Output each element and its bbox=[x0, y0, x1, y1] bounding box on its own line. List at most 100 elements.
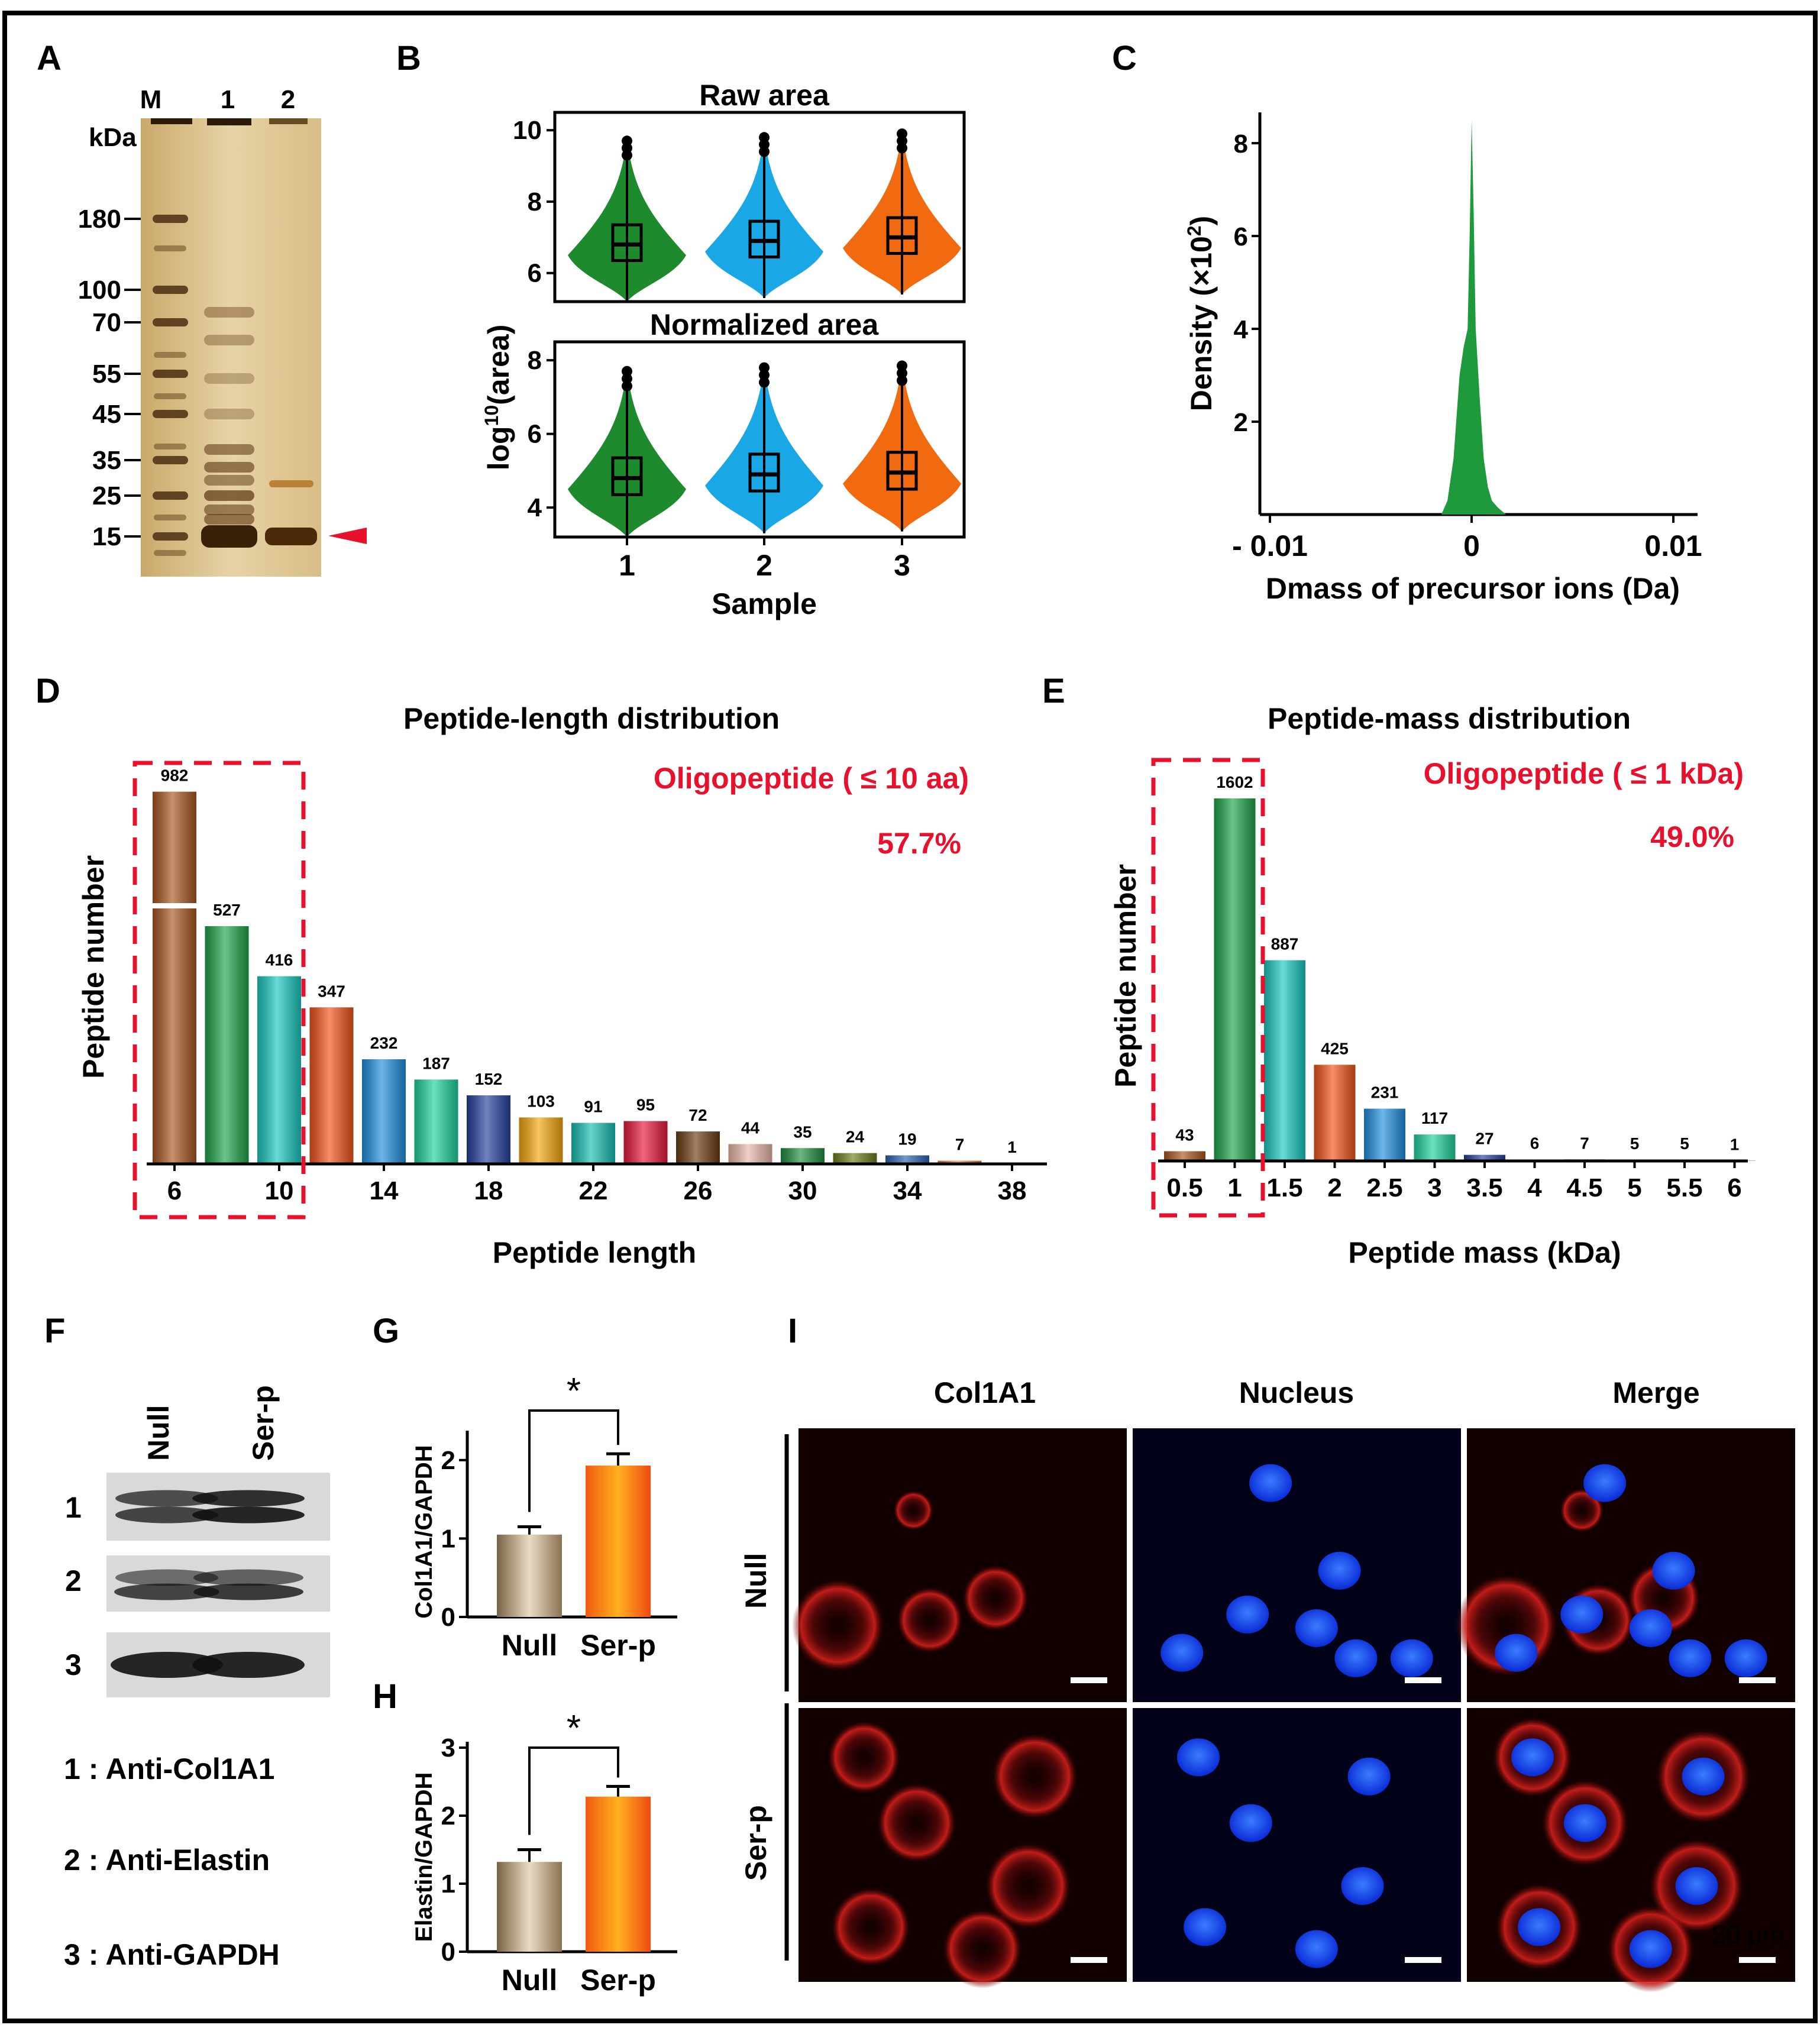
small-ytick-label: 1 bbox=[441, 1869, 455, 1898]
violin-outlier bbox=[897, 375, 907, 386]
violin-ytick-label: 6 bbox=[528, 259, 542, 288]
small-significance-star: * bbox=[567, 1371, 581, 1412]
gel-well-m bbox=[151, 118, 192, 124]
western-row-label-3: 3 bbox=[65, 1648, 82, 1681]
gel-marker-band bbox=[154, 444, 186, 449]
gel-band-lane-1 bbox=[204, 307, 254, 318]
dist-title: Peptide-mass distribution bbox=[1268, 702, 1631, 735]
panel-label-b: B bbox=[396, 39, 421, 77]
violin-subplot-title: Raw area bbox=[699, 79, 830, 112]
micro-tiles bbox=[791, 1428, 1795, 1993]
dist-value-label: 152 bbox=[475, 1070, 503, 1088]
gel-marker-label: 25 bbox=[92, 481, 121, 510]
dist-value-label: 43 bbox=[1175, 1126, 1194, 1144]
gel-well-2 bbox=[269, 118, 308, 124]
panel-label-g: G bbox=[373, 1312, 399, 1350]
dist-value-label: 117 bbox=[1421, 1109, 1448, 1127]
dist-bar-shine bbox=[257, 976, 301, 1164]
dist-annotation: Oligopeptide ( ≤ 1 kDa) bbox=[1424, 757, 1744, 790]
micro-cell bbox=[893, 1490, 933, 1531]
micro-col-label-nucleus: Nucleus bbox=[1239, 1376, 1355, 1409]
gel-marker-band bbox=[154, 393, 186, 399]
violin-outlier bbox=[622, 150, 632, 161]
panel-label-d: D bbox=[35, 672, 60, 710]
micro-nucleus bbox=[1390, 1639, 1433, 1677]
gel-marker-label: 100 bbox=[78, 276, 121, 305]
density-xtick-label: 0 bbox=[1463, 529, 1480, 562]
gel-band-lane-1-main bbox=[201, 525, 257, 548]
dist-value-label: 27 bbox=[1475, 1130, 1494, 1148]
micro-nucleus bbox=[1226, 1595, 1269, 1634]
micro-nucleus bbox=[1334, 1639, 1378, 1677]
micro-nucleus bbox=[1295, 1609, 1338, 1647]
gel-marker-label: 180 bbox=[78, 205, 121, 234]
dist-xtick-label: 6 bbox=[1727, 1173, 1741, 1202]
dist-xtick-label: 3 bbox=[1427, 1173, 1441, 1202]
western-band bbox=[193, 1569, 303, 1586]
dist-axis-break bbox=[149, 903, 200, 908]
gel-marker-band bbox=[153, 318, 188, 326]
micro-nucleus bbox=[1184, 1908, 1227, 1946]
violin-ytick-label: 8 bbox=[528, 346, 542, 375]
micro-cell bbox=[962, 1565, 1029, 1631]
micro-nucleus bbox=[1249, 1464, 1292, 1502]
dist-xtick-label: 1.5 bbox=[1266, 1173, 1302, 1202]
panel-label-e: E bbox=[1042, 672, 1065, 710]
small-xtick-label: Ser-p bbox=[580, 1964, 656, 1997]
micro-cell bbox=[985, 1843, 1071, 1929]
western-lane-label-null: Null bbox=[142, 1405, 175, 1461]
dist-bar-shine bbox=[1464, 1154, 1505, 1161]
dist-xtick-label: 2 bbox=[1327, 1173, 1341, 1202]
dist-bar bbox=[781, 1148, 825, 1164]
micro-nucleus bbox=[1495, 1634, 1538, 1672]
gel-marker-band bbox=[153, 215, 188, 223]
dist-value-label: 982 bbox=[161, 766, 189, 785]
micro-scale-bar bbox=[1739, 1957, 1776, 1963]
dist-xtick-label: 5 bbox=[1627, 1173, 1641, 1202]
dist-value-label: 5 bbox=[1630, 1134, 1640, 1153]
western-band bbox=[111, 1652, 223, 1678]
violin-plot: log10(area) Raw area 6 8 10 Normalized area 4 6… bbox=[481, 79, 966, 620]
dist-bar bbox=[519, 1117, 563, 1164]
dist-xtick-label: 22 bbox=[579, 1176, 608, 1205]
small-xtick-label: Null bbox=[502, 1629, 557, 1662]
dist-value-label: 7 bbox=[955, 1136, 965, 1154]
gel-marker-band bbox=[154, 352, 186, 358]
gel-marker-band bbox=[154, 515, 186, 520]
dist-xtick-label: 1 bbox=[1227, 1173, 1242, 1202]
micro-nucleus bbox=[1229, 1804, 1272, 1842]
panel-label-h: H bbox=[373, 1677, 397, 1716]
dist-bar-shine bbox=[728, 1144, 772, 1164]
violin-outlier bbox=[622, 373, 632, 384]
micro-scale-bar bbox=[1739, 1677, 1776, 1683]
density-ylabel: Density (×102) bbox=[1184, 216, 1218, 411]
dist-xtick-label: 3.5 bbox=[1466, 1173, 1502, 1202]
violin-outlier bbox=[897, 360, 907, 371]
gel-marker-band bbox=[153, 532, 188, 541]
dist-bar-shine bbox=[1314, 1065, 1356, 1161]
dist-value-label: 103 bbox=[527, 1092, 555, 1110]
panel-c-density: C 2 4 6 8 - 0.01 0 0.01 Dmass of precursor ions… bbox=[1112, 39, 1702, 605]
western-band bbox=[193, 1583, 303, 1600]
micro-row-label-ser-p: Ser-p bbox=[739, 1805, 772, 1881]
gel-marker-label: 15 bbox=[92, 522, 121, 551]
dist-xtick-label: 2.5 bbox=[1366, 1173, 1402, 1202]
small-bar bbox=[497, 1862, 562, 1952]
panel-label-a: A bbox=[37, 39, 62, 77]
western-band bbox=[192, 1652, 305, 1678]
dist-bar-shine bbox=[938, 1160, 982, 1164]
dist-value-label: 187 bbox=[422, 1054, 450, 1072]
micro-cell bbox=[992, 1733, 1078, 1819]
density-xlabel: Dmass of precursor ions (Da) bbox=[1266, 572, 1680, 605]
gel-well-1 bbox=[207, 118, 251, 125]
gel-band-lane-1 bbox=[204, 490, 254, 501]
panel-label-i: I bbox=[788, 1312, 797, 1350]
gel-band-lane-1 bbox=[204, 444, 254, 455]
bar-chart-d: Peptide-length distribution Oligopeptide … bbox=[77, 702, 1047, 1269]
dist-value-label: 416 bbox=[266, 951, 293, 969]
gel-marker-band bbox=[153, 286, 188, 294]
micro-nucleus bbox=[1341, 1867, 1384, 1905]
dist-xlabel: Peptide mass (kDa) bbox=[1348, 1236, 1621, 1269]
dist-xtick-label: 4 bbox=[1527, 1173, 1542, 1202]
small-bar bbox=[586, 1466, 651, 1617]
